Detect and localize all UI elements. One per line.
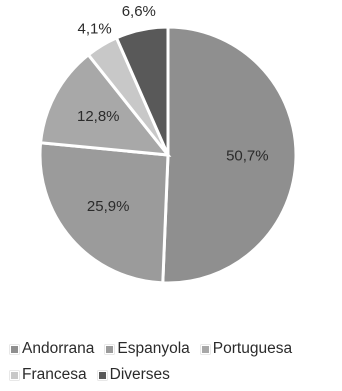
legend-label-francesa: Francesa xyxy=(22,366,87,383)
legend-swatch-espanyola xyxy=(105,344,115,354)
legend-item-francesa: Francesa xyxy=(10,362,87,388)
data-label-diverses: 6,6% xyxy=(122,3,156,20)
pie-slices xyxy=(38,25,298,285)
legend-swatch-portuguesa xyxy=(200,344,210,354)
legend-row-1: Andorrana Espanyola Portuguesa xyxy=(10,336,340,362)
data-label-portuguesa: 12,8% xyxy=(77,108,120,125)
legend-item-portuguesa: Portuguesa xyxy=(200,336,293,362)
legend-swatch-diverses xyxy=(97,370,107,380)
pie-slice-diverses xyxy=(114,25,170,156)
pie-labels: 50,7% 25,9% 12,8% 4,1% 6,6% xyxy=(77,3,269,215)
legend-item-espanyola: Espanyola xyxy=(105,336,190,362)
pie-slice-andorrana xyxy=(161,25,298,285)
legend-item-andorrana: Andorrana xyxy=(10,336,94,362)
data-label-espanyola: 25,9% xyxy=(87,198,130,215)
legend-label-diverses: Diverses xyxy=(109,366,170,383)
pie-slice-espanyola xyxy=(38,141,170,285)
legend-label-andorrana: Andorrana xyxy=(22,340,95,357)
legend: Andorrana Espanyola Portuguesa Francesa … xyxy=(10,336,340,388)
data-label-andorrana: 50,7% xyxy=(226,148,269,165)
pie-slice-portuguesa xyxy=(38,52,172,157)
legend-swatch-andorrana xyxy=(10,344,19,354)
legend-swatch-francesa xyxy=(10,370,19,380)
legend-label-espanyola: Espanyola xyxy=(117,340,190,357)
legend-row-2: Francesa Diverses xyxy=(10,362,340,388)
legend-item-diverses: Diverses xyxy=(97,362,170,388)
data-label-francesa: 4,1% xyxy=(78,20,112,37)
legend-label-portuguesa: Portuguesa xyxy=(212,340,293,357)
